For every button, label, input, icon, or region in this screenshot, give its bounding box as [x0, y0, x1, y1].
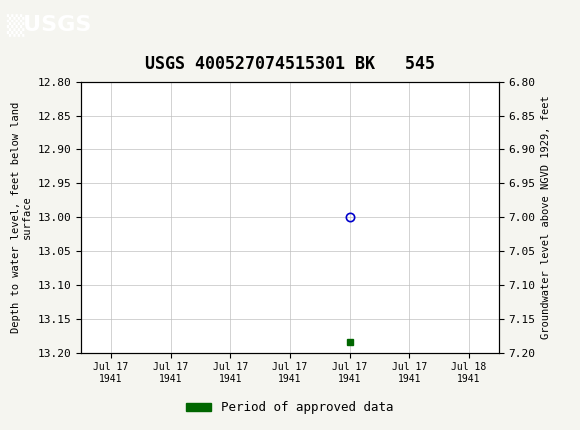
Text: USGS 400527074515301 BK   545: USGS 400527074515301 BK 545 — [145, 55, 435, 73]
Text: ▒USGS: ▒USGS — [6, 15, 91, 37]
Y-axis label: Groundwater level above NGVD 1929, feet: Groundwater level above NGVD 1929, feet — [541, 95, 551, 339]
Legend: Period of approved data: Period of approved data — [181, 396, 399, 419]
Y-axis label: Depth to water level, feet below land
surface: Depth to water level, feet below land su… — [10, 101, 32, 333]
